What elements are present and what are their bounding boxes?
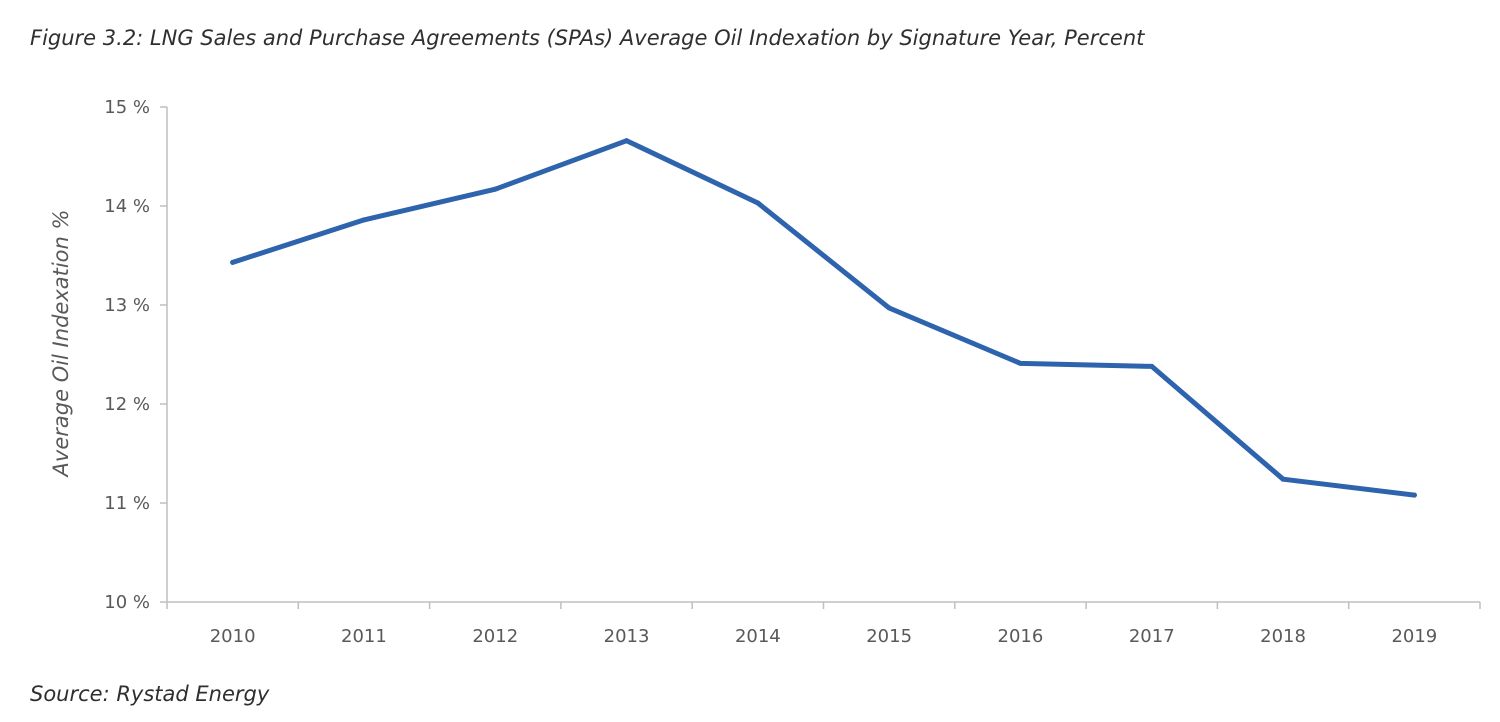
x-tick-label: 2016 xyxy=(998,626,1044,647)
chart-title: Figure 3.2: LNG Sales and Purchase Agree… xyxy=(30,26,1145,50)
x-tick-label: 2015 xyxy=(866,626,912,647)
x-tick-label: 2012 xyxy=(472,626,518,647)
data-point xyxy=(886,305,892,311)
source-note: Source: Rystad Energy xyxy=(30,682,270,706)
x-axis: 2010 2011 2012 2013 2014 2015 2016 2017 2018 2019 xyxy=(166,601,1481,647)
x-tick-label: 2013 xyxy=(604,626,650,647)
y-axis-title: Average Oil Indexation % xyxy=(49,210,73,479)
y-tick-label: 10 % xyxy=(104,592,150,613)
y-tick-label: 11 % xyxy=(104,493,150,514)
data-point xyxy=(1149,363,1155,369)
data-point xyxy=(1017,360,1023,366)
data-point xyxy=(492,186,498,192)
data-point xyxy=(624,138,630,144)
data-point xyxy=(1411,492,1417,498)
y-tick-label: 15 % xyxy=(104,97,150,118)
data-point xyxy=(1280,476,1286,482)
x-tick-label: 2017 xyxy=(1129,626,1175,647)
x-tick-label: 2014 xyxy=(735,626,781,647)
data-point xyxy=(230,259,236,265)
series-line xyxy=(230,138,1417,498)
y-tick-label: 12 % xyxy=(104,394,150,415)
x-tick-label: 2018 xyxy=(1260,626,1306,647)
data-point xyxy=(755,200,761,206)
y-tick-label: 13 % xyxy=(104,295,150,316)
data-point xyxy=(361,217,367,223)
series-layer xyxy=(230,138,1417,498)
y-tick-label: 14 % xyxy=(104,196,150,217)
y-axis: 10 % 11 % 12 % 13 % 14 % 15 % xyxy=(104,97,168,613)
x-tick-label: 2011 xyxy=(341,626,387,647)
x-tick-label: 2019 xyxy=(1391,626,1437,647)
x-tick-label: 2010 xyxy=(210,626,256,647)
